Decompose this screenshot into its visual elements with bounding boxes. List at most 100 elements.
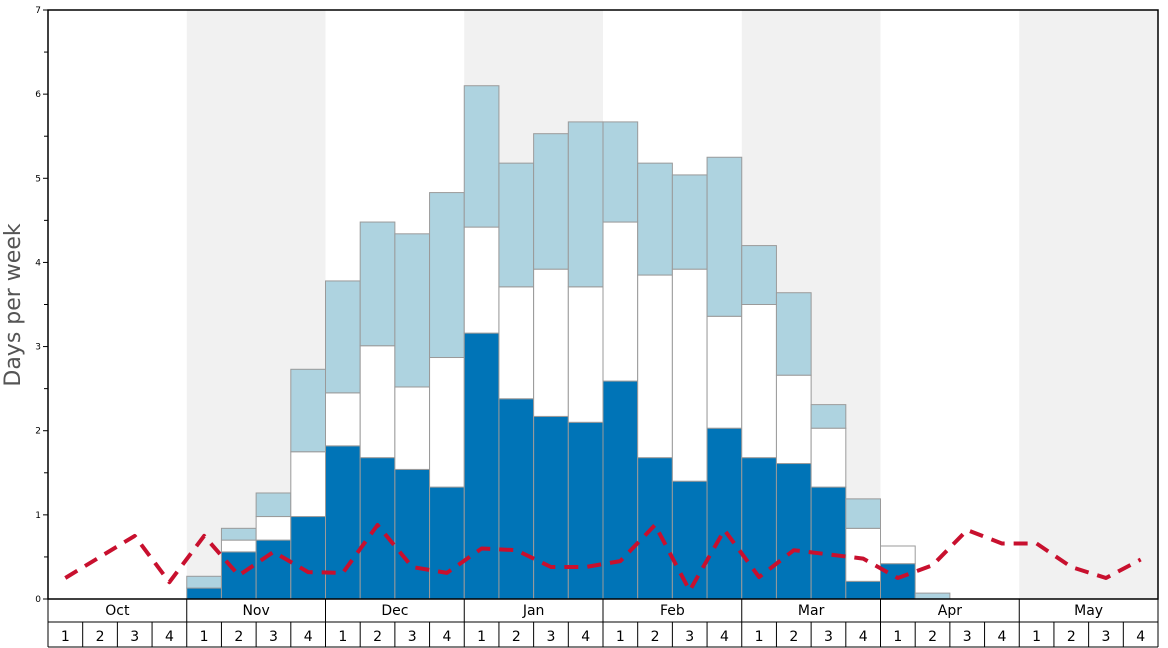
y-tick-label: 3 [35, 343, 41, 353]
bar-dark-22 [775, 463, 812, 600]
bar-light-14 [498, 162, 535, 288]
week-label: 1 [755, 629, 764, 645]
y-tick-label: 4 [35, 258, 41, 268]
bar-light-6 [220, 527, 257, 541]
bar-dark-15 [533, 415, 569, 600]
bar-light-10 [359, 221, 396, 347]
bar-white-23 [810, 427, 847, 488]
bar-light-17 [602, 121, 639, 223]
bar-light-13 [463, 85, 500, 228]
bar-light-5 [186, 575, 222, 589]
bar-white-25 [880, 545, 916, 565]
bar-dark-7 [255, 539, 292, 600]
bar-light-18 [637, 162, 673, 276]
y-tick-label: 6 [35, 90, 41, 100]
bar-light-23 [810, 404, 847, 429]
week-label: 3 [547, 629, 556, 645]
bar-light-22 [775, 292, 812, 376]
dashed-line [64, 523, 1142, 593]
week-label: 3 [824, 629, 833, 645]
month-label: Feb [660, 603, 685, 619]
y-tick-label: 0 [35, 595, 41, 605]
week-label: 3 [685, 629, 694, 645]
bar-light-12 [429, 192, 465, 359]
bar-white-17 [602, 221, 639, 382]
week-label: 4 [997, 629, 1006, 645]
bar-white-16 [567, 286, 604, 423]
month-label: Apr [938, 603, 962, 619]
bar-light-26 [914, 592, 951, 600]
month-label: Dec [381, 603, 408, 619]
week-label: 1 [200, 629, 209, 645]
bar-white-18 [637, 274, 673, 459]
bar-dark-23 [810, 486, 847, 600]
bar-white-13 [463, 226, 500, 334]
week-label: 1 [338, 629, 347, 645]
week-label: 4 [720, 629, 729, 645]
y-tick-label: 1 [35, 511, 41, 521]
bar-light-7 [255, 492, 292, 518]
month-label: Oct [105, 603, 130, 619]
week-label: 2 [234, 629, 243, 645]
bar-white-10 [359, 345, 396, 459]
bar-light-21 [741, 245, 777, 306]
y-axis: 0 1 2 3 4 5 6 7 [35, 6, 48, 605]
line-layer [64, 523, 1142, 593]
week-label: 2 [651, 629, 660, 645]
week-label: 2 [373, 629, 382, 645]
bar-light-15 [533, 133, 569, 270]
week-label: 1 [61, 629, 70, 645]
month-label: Jan [522, 603, 545, 619]
bar-light-19 [671, 174, 708, 270]
bar-light-16 [567, 121, 604, 288]
month-label: May [1074, 603, 1103, 619]
bar-dark-19 [671, 480, 708, 600]
bar-dark-8 [290, 516, 326, 600]
bar-light-11 [394, 233, 431, 388]
bar-white-11 [394, 386, 431, 470]
y-axis-label: Days per week [1, 223, 26, 386]
week-label: 1 [1032, 629, 1041, 645]
week-label: 4 [165, 629, 174, 645]
bar-dark-11 [394, 468, 431, 600]
bar-light-9 [325, 280, 361, 394]
bar-white-12 [429, 357, 465, 488]
week-label: 3 [130, 629, 139, 645]
bar-dark-14 [498, 398, 535, 600]
bar-white-24 [845, 527, 881, 582]
month-label: Mar [798, 603, 825, 619]
week-label: 2 [1067, 629, 1076, 645]
week-label: 4 [442, 629, 451, 645]
bar-dark-17 [602, 380, 639, 600]
week-label: 2 [789, 629, 798, 645]
week-label: 3 [269, 629, 278, 645]
bar-light-20 [706, 156, 743, 317]
bar-dark-16 [567, 421, 604, 600]
week-label: 2 [512, 629, 521, 645]
week-label: 4 [304, 629, 313, 645]
bar-white-21 [741, 304, 777, 459]
bar-dark-20 [706, 427, 743, 600]
bar-white-14 [498, 286, 535, 400]
y-tick-label: 7 [35, 6, 41, 16]
bar-dark-18 [637, 457, 673, 600]
bar-light-24 [845, 498, 881, 529]
week-label: 3 [408, 629, 417, 645]
week-label: 3 [1102, 629, 1111, 645]
x-axis: Oct 1 2 3 4 Nov 1 2 3 4 Dec 1 2 3 4 Jan 1 2 3 4 Feb 1 2 3 4 Mar 1 2… [47, 599, 1159, 648]
bar-white-8 [290, 451, 326, 518]
week-label: 3 [963, 629, 972, 645]
bar-white-19 [671, 268, 708, 482]
week-label: 4 [859, 629, 868, 645]
month-band-may [1019, 10, 1158, 599]
week-label: 2 [96, 629, 105, 645]
bars [186, 85, 951, 600]
y-tick-label: 2 [35, 427, 41, 437]
y-tick-label: 5 [35, 174, 41, 184]
month-label: Nov [242, 603, 269, 619]
bar-light-8 [290, 368, 326, 453]
bar-white-22 [775, 374, 812, 465]
week-label: 1 [616, 629, 625, 645]
week-label: 4 [1136, 629, 1145, 645]
